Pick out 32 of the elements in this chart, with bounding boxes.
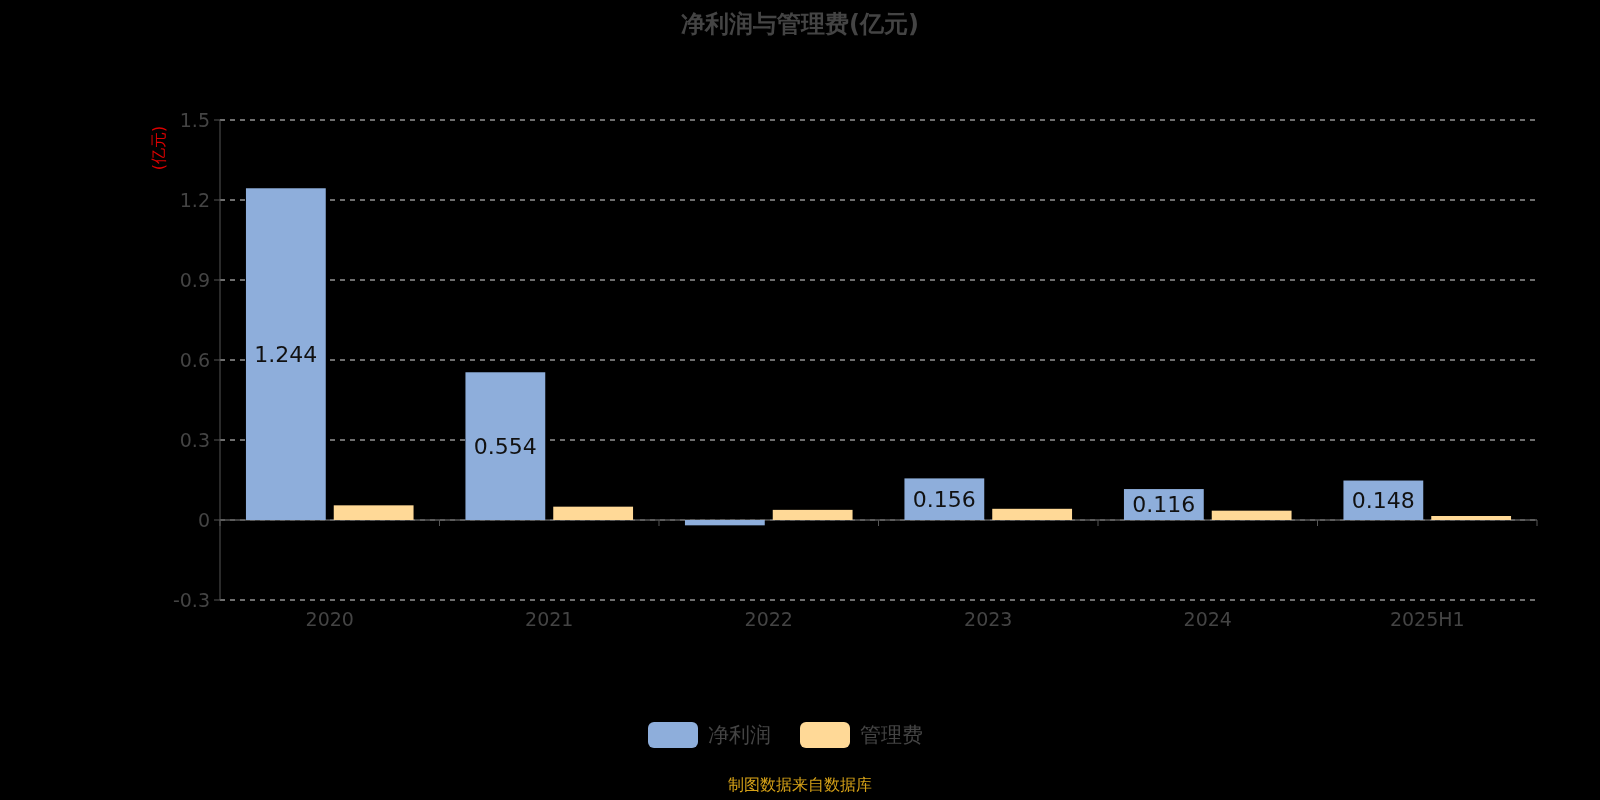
legend-label: 管理费 (860, 723, 923, 747)
x-tick-label: 2022 (744, 608, 793, 630)
data-label: 1.244 (254, 341, 318, 367)
text: 制图数据来自数据库 (728, 775, 872, 794)
data-label: 0.554 (473, 433, 537, 459)
data-label: 0.156 (912, 486, 976, 512)
y-axis-title: (亿元) (149, 125, 168, 171)
y-tick-label: 1.2 (179, 189, 210, 211)
bar (992, 508, 1073, 520)
bar (465, 372, 546, 520)
y-tick-label: 0.3 (179, 429, 210, 451)
bar (333, 505, 414, 520)
bar (553, 506, 634, 520)
bar (1431, 516, 1512, 520)
x-tick-label: 2025H1 (1389, 608, 1465, 630)
y-tick-label: -0.3 (172, 589, 210, 611)
x-tick-label: 2021 (525, 608, 574, 630)
chart-title: 净利润与管理费(亿元) (681, 10, 919, 38)
y-tick-label: 0.6 (179, 349, 210, 371)
bar (1211, 510, 1292, 520)
data-label: 0.116 (1132, 492, 1196, 518)
bar (772, 509, 853, 520)
x-tick-label: 2023 (964, 608, 1013, 630)
legend-label: 净利润 (708, 723, 771, 747)
x-tick-label: 2024 (1183, 608, 1232, 630)
y-tick-label: 1.5 (179, 109, 210, 131)
y-tick-label: 0.9 (179, 269, 210, 291)
y-tick-label: 0 (197, 509, 210, 531)
bar (684, 520, 765, 526)
x-tick-label: 2020 (305, 608, 354, 630)
data-label: 0.148 (1351, 487, 1415, 513)
bar (245, 188, 326, 520)
